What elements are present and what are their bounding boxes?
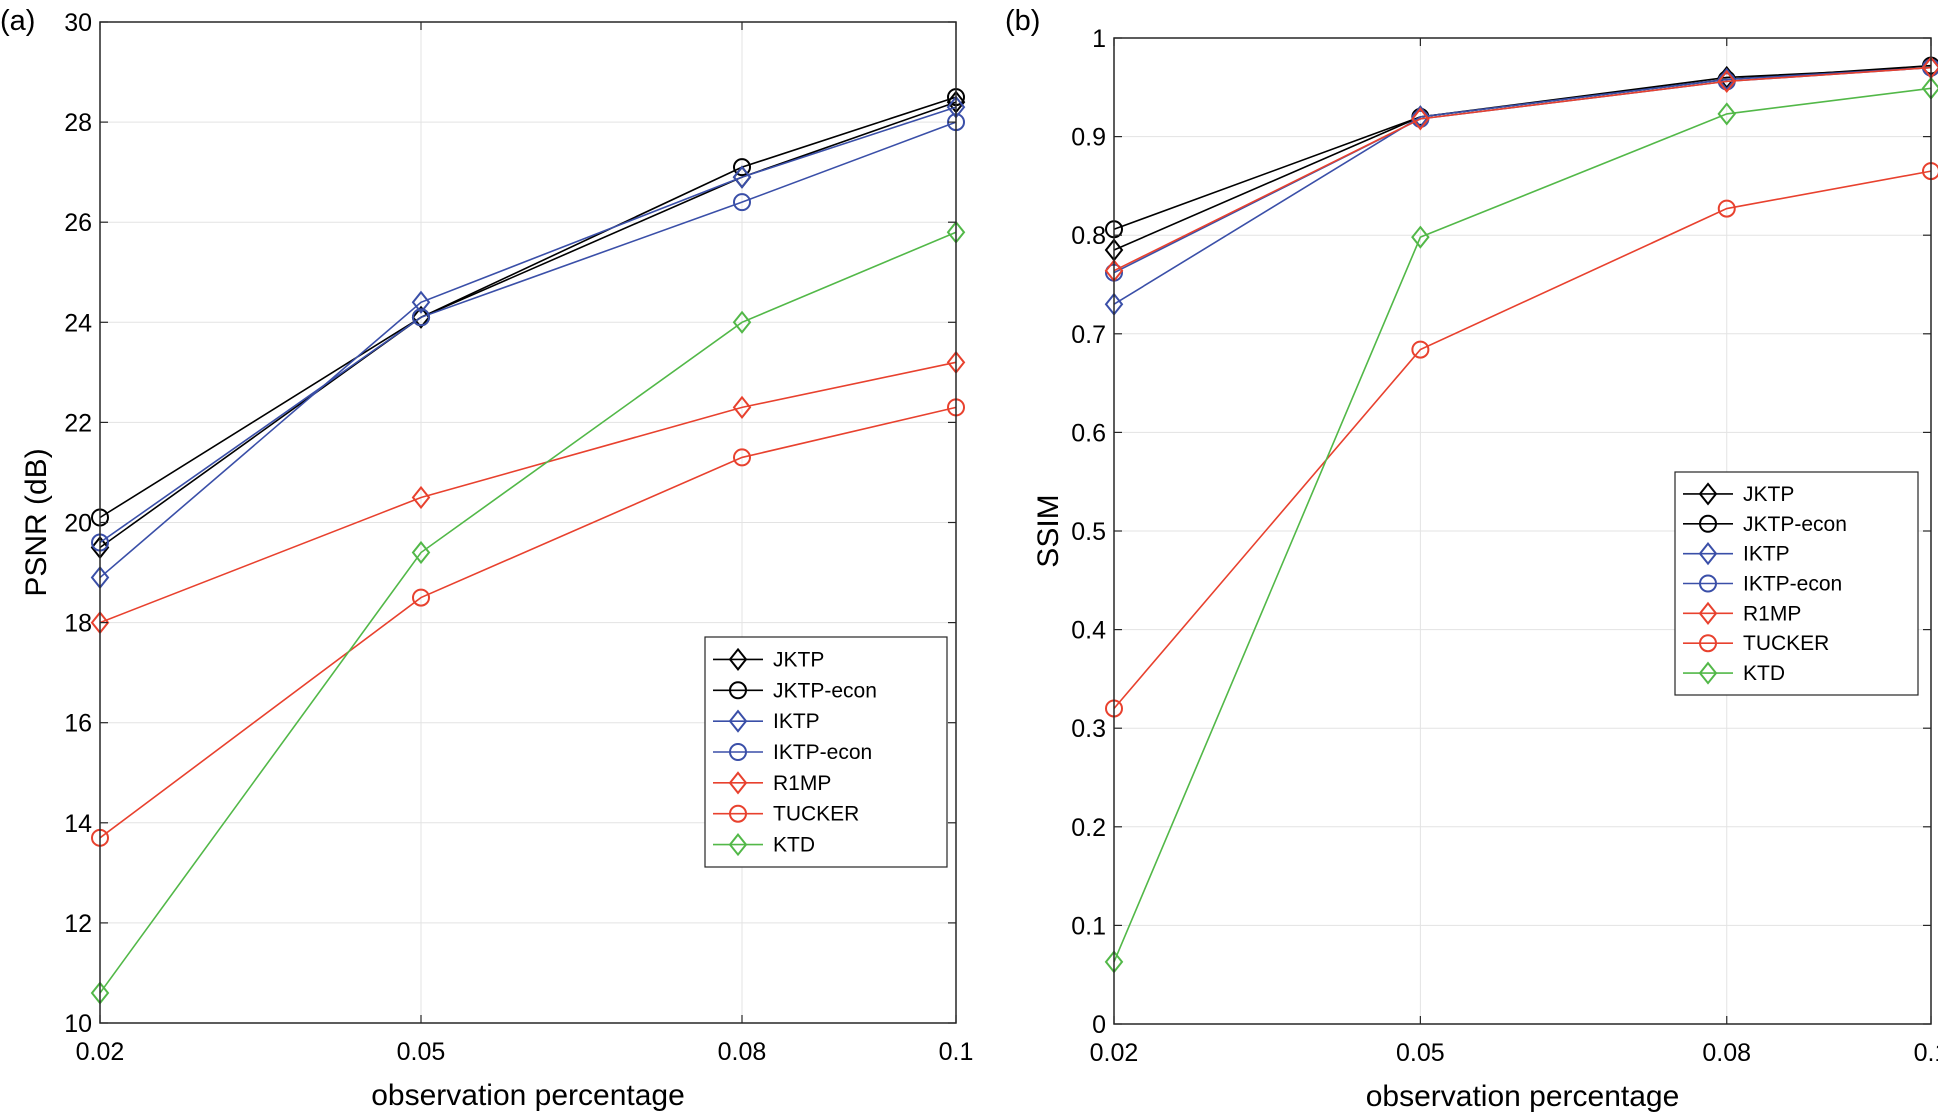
legend-swatch-marker [728, 832, 748, 857]
x-tick-label: 0.1 [1914, 1039, 1938, 1067]
legend-swatch-marker [728, 647, 748, 672]
legend-label: TUCKER [1743, 632, 1829, 655]
data-point-iktp-econ [733, 193, 751, 212]
legend-label: TUCKER [773, 803, 859, 826]
y-tick-label: 14 [64, 810, 92, 838]
chart-panel-a: 10 12 14 16 18 20 22 24 26 28 30 0.02 0.05 0.08 0.1 obs… [0, 5, 973, 1112]
y-axis-title: SSIM [1032, 494, 1065, 567]
legend-label: R1MP [1743, 602, 1801, 625]
series-line-ktd [99, 231, 957, 994]
y-tick-label: 30 [64, 9, 92, 37]
y-tick-label: 0.5 [1071, 518, 1106, 546]
y-tick-label: 24 [64, 309, 92, 337]
legend-label: KTD [773, 834, 815, 857]
x-tick-label: 0.08 [1702, 1039, 1751, 1067]
series-line-jktp-econ [99, 96, 957, 519]
chart-panel-b: 0 0.1 0.2 0.3 0.4 0.5 0.6 0.7 0.8 0.9 1 0.02 0.05 0.0… [1005, 5, 1938, 1113]
legend-swatch-marker [1699, 574, 1717, 593]
legend-label: JKTP-econ [773, 679, 877, 702]
data-point-tucker [412, 588, 430, 607]
legend-swatch-marker [1699, 634, 1717, 653]
legend-label: R1MP [773, 772, 831, 795]
x-tick-label: 0.05 [1396, 1039, 1445, 1067]
data-point-iktp [732, 165, 752, 189]
data-point-tucker [733, 448, 751, 467]
y-tick-label: 18 [64, 610, 92, 638]
y-tick-label: 0.2 [1071, 814, 1106, 842]
series-line-iktp [99, 106, 957, 579]
panel-label: (b) [1005, 5, 1040, 37]
x-tick-label: 0.02 [1090, 1039, 1139, 1067]
legend-swatch-marker [729, 804, 747, 823]
data-point-iktp-econ [412, 308, 430, 327]
legend-swatch-marker [728, 709, 748, 733]
legend-swatch-marker [1698, 661, 1718, 685]
series-line-tucker [99, 406, 957, 839]
data-point-tucker [1411, 340, 1430, 359]
legend: JKTP JKTP-econ IKTP IKTP-econ R1MP TUCKER KTD [704, 636, 948, 868]
y-tick-label: 28 [64, 109, 92, 137]
data-point-r1mp [1717, 69, 1737, 93]
y-tick-label: 0.1 [1071, 912, 1106, 940]
y-tick-label: 22 [64, 409, 92, 437]
legend-swatch-marker [1698, 601, 1718, 625]
y-tick-label: 12 [64, 910, 92, 938]
y-tick-label: 26 [64, 209, 92, 237]
legend-swatch-marker [1699, 514, 1717, 533]
y-tick-label: 0.4 [1071, 617, 1106, 645]
legend-swatch-marker [1698, 542, 1718, 566]
y-axis-title: PSNR (dB) [20, 448, 53, 596]
data-point-r1mp [732, 395, 752, 419]
legend-swatch-marker [729, 681, 747, 700]
legend-label: IKTP [773, 710, 820, 733]
x-tick-label: 0.02 [76, 1038, 125, 1066]
legend-label: IKTP-econ [1743, 573, 1842, 596]
y-tick-label: 20 [64, 510, 92, 538]
data-point-ktd [1411, 225, 1430, 249]
legend: JKTP JKTP-econ IKTP IKTP-econ R1MP TUCKER KTD [1674, 471, 1919, 696]
y-tick-label: 16 [64, 710, 92, 738]
panel-label: (a) [0, 5, 35, 37]
series-line-tucker [1113, 170, 1932, 709]
y-tick-label: 0.9 [1071, 124, 1106, 152]
series-line-iktp [1113, 66, 1932, 305]
x-axis-title: observation percentage [1366, 1080, 1680, 1113]
x-axis-title: observation percentage [371, 1079, 685, 1112]
series-line-iktp-econ [99, 121, 957, 544]
data-point-tucker [1717, 199, 1736, 218]
y-tick-label: 0.7 [1071, 321, 1106, 349]
y-tick-label: 10 [64, 1010, 92, 1038]
y-tick-label: 0.3 [1071, 715, 1106, 743]
legend-label: JKTP [1743, 483, 1794, 506]
legend-label: IKTP [1743, 543, 1790, 566]
series-line-r1mp [99, 361, 957, 624]
legend-swatch-marker [728, 771, 748, 795]
x-tick-label: 0.05 [397, 1038, 446, 1066]
legend-swatch-marker [729, 743, 747, 761]
legend-swatch-marker [1698, 482, 1718, 506]
data-point-jktp-econ [733, 158, 751, 177]
series-line-r1mp [1113, 66, 1932, 272]
y-tick-label: 0 [1092, 1011, 1106, 1039]
series-line-ktd [1113, 87, 1932, 963]
y-tick-label: 0.8 [1071, 222, 1106, 250]
x-tick-label: 0.1 [939, 1038, 974, 1066]
data-point-ktd [411, 540, 431, 565]
data-point-iktp [411, 290, 431, 314]
data-point-ktd [732, 310, 752, 334]
data-point-ktd [1717, 102, 1737, 126]
series-line-jktp [99, 101, 957, 549]
legend-label: JKTP-econ [1743, 513, 1847, 536]
legend-label: KTD [1743, 662, 1785, 685]
legend-label: JKTP [773, 648, 824, 671]
y-tick-label: 1 [1092, 25, 1106, 53]
y-tick-label: 0.6 [1071, 419, 1106, 447]
data-point-r1mp [1411, 107, 1430, 131]
data-point-r1mp [411, 485, 431, 510]
legend-label: IKTP-econ [773, 741, 872, 764]
x-tick-label: 0.08 [718, 1038, 767, 1066]
